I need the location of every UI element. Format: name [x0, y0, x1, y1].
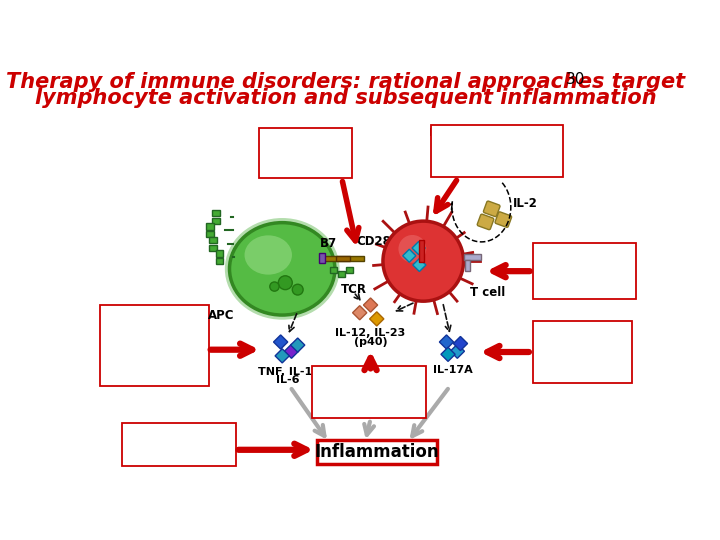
Text: IL-2: IL-2 [513, 197, 537, 210]
Text: APC: APC [207, 309, 234, 322]
Circle shape [398, 235, 426, 262]
Text: inflammation): inflammation) [115, 364, 194, 374]
Circle shape [279, 276, 292, 289]
Bar [338, 271, 345, 278]
Bar [369, 312, 384, 326]
Bar [210, 245, 217, 251]
Bar [465, 260, 469, 271]
Text: (p40): (p40) [354, 338, 387, 347]
Bar [122, 423, 236, 465]
Bar [210, 237, 217, 244]
Bar [212, 218, 220, 224]
Bar [364, 298, 378, 312]
Text: (block T cell: (block T cell [551, 259, 618, 268]
Text: Anti-TNF: Anti-TNF [126, 308, 182, 321]
Text: (inhibit signaling): (inhibit signaling) [448, 149, 546, 159]
Bar [206, 231, 214, 237]
Text: (block: (block [162, 440, 196, 449]
Text: IL-12, IL-23: IL-12, IL-23 [336, 328, 405, 338]
Bar [439, 335, 454, 349]
Bar [206, 224, 214, 230]
Text: lymphocyte activation and subsequent inflammation: lymphocyte activation and subsequent inf… [35, 88, 657, 108]
Bar [259, 129, 352, 178]
Text: Anti-integrins: Anti-integrins [133, 426, 225, 438]
Text: (block: (block [289, 145, 323, 156]
Text: Anti-IL-1,: Anti-IL-1, [130, 332, 179, 342]
Bar [275, 349, 289, 363]
Bar [317, 440, 437, 464]
Text: adhesion): adhesion) [152, 450, 207, 460]
Text: T$_H$1,T$_H$17: T$_H$1,T$_H$17 [341, 379, 397, 394]
Text: T cell: T cell [469, 286, 505, 299]
Circle shape [292, 284, 303, 295]
Text: Anti-IL-2R: Anti-IL-2R [552, 246, 618, 259]
Bar [454, 336, 467, 350]
Bar [431, 125, 563, 177]
Text: Jaks and other kinases: Jaks and other kinases [434, 138, 559, 149]
Bar [100, 306, 209, 386]
Text: IL-6: IL-6 [276, 375, 300, 385]
Bar [291, 338, 305, 352]
Text: Anti-p40 (block: Anti-p40 (block [318, 369, 420, 382]
Ellipse shape [245, 235, 292, 275]
Text: Anti-IL-17A: Anti-IL-17A [545, 326, 619, 339]
Bar [319, 253, 325, 264]
Bar [215, 251, 223, 256]
Text: Inflammation: Inflammation [315, 443, 439, 461]
Bar [336, 256, 351, 261]
Text: CD28: CD28 [356, 235, 391, 248]
Bar [412, 241, 426, 254]
Bar [353, 306, 366, 320]
Text: Therapy of immune disorders: rational approaches target: Therapy of immune disorders: rational ap… [6, 72, 685, 92]
Ellipse shape [230, 222, 335, 315]
Text: costimulation): costimulation) [266, 156, 346, 166]
Bar [418, 240, 424, 262]
Bar [346, 267, 353, 273]
Text: inflammation): inflammation) [543, 349, 621, 359]
Text: Anti-IL-6R: Anti-IL-6R [127, 342, 181, 353]
Bar [441, 347, 455, 361]
Text: Inhibitors of calcineurin,: Inhibitors of calcineurin, [429, 127, 564, 138]
Text: (and TNFR-Ig),: (and TNFR-Ig), [114, 321, 194, 331]
Bar [212, 211, 220, 217]
FancyBboxPatch shape [495, 212, 512, 227]
Bar [215, 258, 223, 264]
Text: (block: (block [565, 339, 599, 348]
Bar [533, 244, 636, 299]
Bar [274, 335, 288, 349]
Text: 30: 30 [566, 72, 585, 87]
Circle shape [383, 221, 464, 301]
Bar [330, 267, 337, 273]
Bar [312, 366, 426, 418]
Text: TNF, IL-1,: TNF, IL-1, [258, 367, 317, 376]
Bar [284, 344, 299, 359]
Bar [464, 254, 481, 260]
Text: (block: (block [138, 353, 171, 363]
Bar [450, 344, 464, 359]
Circle shape [270, 282, 279, 291]
Bar [321, 256, 364, 261]
FancyBboxPatch shape [483, 201, 500, 217]
Text: IL-17A: IL-17A [433, 365, 472, 375]
Ellipse shape [225, 218, 340, 320]
FancyBboxPatch shape [477, 214, 494, 230]
Bar [533, 321, 631, 383]
Text: TCR: TCR [341, 283, 366, 296]
Text: CTLA4-Ig: CTLA4-Ig [276, 133, 335, 146]
Bar [402, 249, 416, 262]
Text: proliferation): proliferation) [548, 269, 621, 279]
Text: B7: B7 [320, 237, 337, 249]
Text: responses): responses) [337, 390, 401, 403]
Bar [413, 259, 426, 272]
